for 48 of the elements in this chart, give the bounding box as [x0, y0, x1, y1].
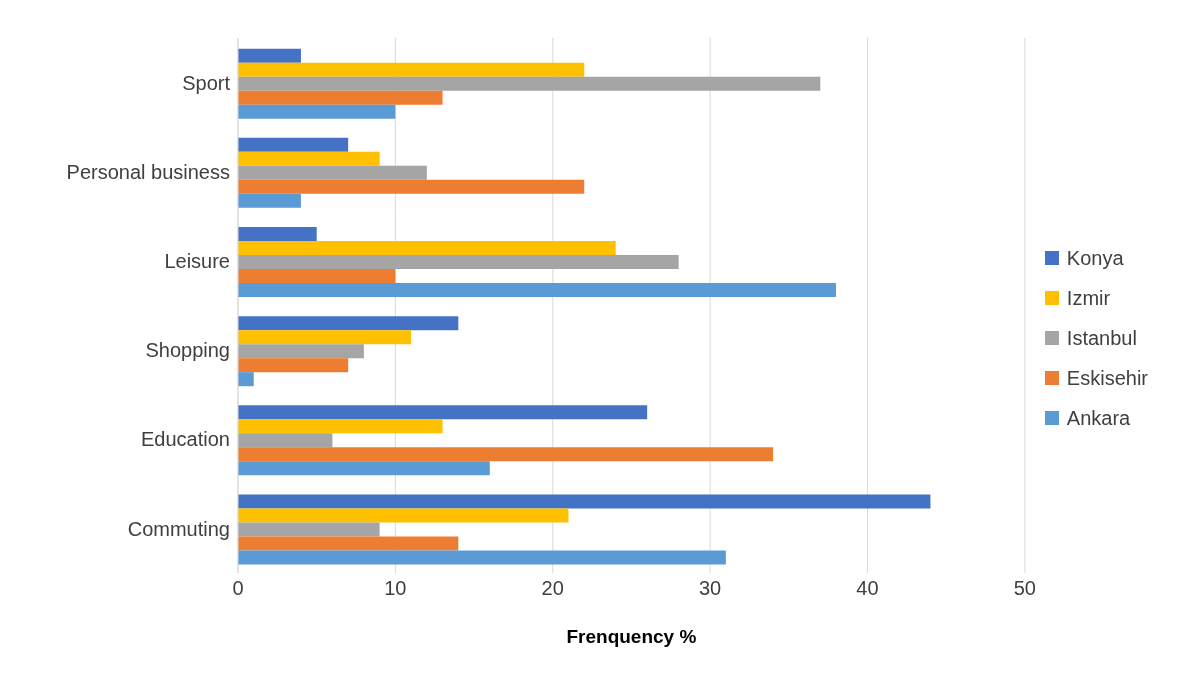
legend-label: Konya	[1066, 246, 1124, 270]
y-tick-label: Shopping	[145, 339, 230, 362]
bar	[238, 193, 301, 208]
x-tick-label: 50	[1013, 577, 1036, 600]
y-tick-label: Education	[141, 428, 230, 451]
bar	[238, 137, 349, 152]
bar	[238, 372, 254, 387]
y-tick-label: Leisure	[164, 250, 230, 273]
bar	[238, 536, 459, 551]
x-tick-label: 30	[698, 577, 722, 600]
bar	[238, 104, 396, 119]
y-tick-label: Personal business	[66, 160, 230, 183]
bar	[238, 179, 585, 194]
bar	[238, 90, 443, 105]
bar	[238, 461, 490, 476]
bar	[238, 419, 443, 434]
y-tick-label: Commuting	[127, 517, 230, 540]
x-tick-label: 20	[541, 577, 564, 600]
y-tick-label: Sport	[182, 71, 231, 94]
bar	[238, 508, 569, 523]
x-tick-label: 0	[232, 577, 244, 600]
bar	[238, 151, 380, 166]
bar	[238, 241, 616, 256]
x-axis-title: Frenquency %	[566, 626, 697, 647]
bar	[238, 405, 648, 420]
bar	[238, 165, 427, 180]
legend-label: Ankara	[1066, 406, 1131, 430]
bar	[238, 494, 931, 509]
bar	[238, 62, 585, 77]
bar	[238, 433, 333, 448]
bar	[238, 550, 726, 565]
legend-label: Eskisehir	[1066, 366, 1148, 390]
bar	[238, 522, 380, 537]
bar	[238, 255, 679, 270]
bar	[238, 283, 837, 298]
bar	[238, 269, 396, 284]
bar	[238, 76, 821, 91]
legend-label: Izmir	[1066, 286, 1111, 310]
bar	[238, 447, 774, 462]
bar	[238, 330, 412, 345]
bar	[238, 227, 317, 242]
x-tick-label: 10	[384, 577, 407, 600]
bar	[238, 358, 349, 373]
x-tick-label: 40	[856, 577, 879, 600]
bar	[238, 48, 301, 63]
legend-label: Istanbul	[1066, 326, 1137, 350]
bar	[238, 316, 459, 331]
bar	[238, 344, 364, 359]
